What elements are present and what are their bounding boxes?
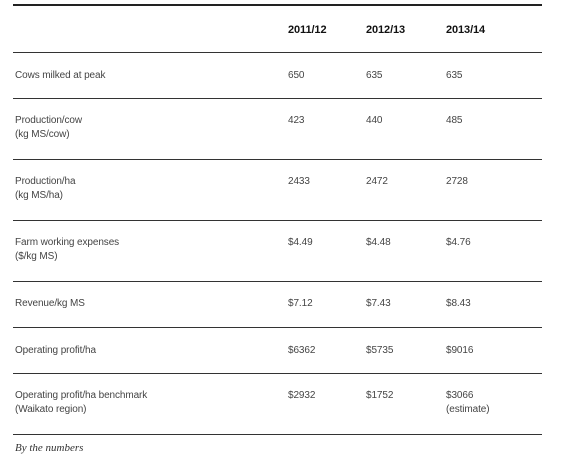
- cell-2011-12: $6362: [288, 345, 316, 356]
- row-label: Operating profit/ha benchmark (Waikato r…: [15, 389, 147, 417]
- cell-2011-12: $2932: [288, 390, 316, 401]
- row-label-line-2: ($/kg MS): [15, 251, 58, 262]
- table-top-rule: [13, 4, 542, 6]
- row-label: Production/cow (kg MS/cow): [15, 114, 82, 142]
- row-label: Revenue/kg MS: [15, 298, 85, 309]
- cell-2012-13: $7.43: [366, 298, 391, 309]
- cell-2013-14: $8.43: [446, 298, 471, 309]
- cell-2013-14: $9016: [446, 345, 474, 356]
- row-label: Cows milked at peak: [15, 70, 106, 81]
- row-label-line-1: Farm working expenses: [15, 237, 120, 248]
- cell-value: $3066: [446, 390, 474, 401]
- cell-2013-14: 635: [446, 70, 463, 81]
- row-label-line-1: Operating profit/ha benchmark: [15, 390, 148, 401]
- cell-2013-14: $3066 (estimate): [446, 389, 490, 417]
- table-row: Cows milked at peak 650 635 635: [13, 53, 542, 99]
- row-label-line-1: Production/ha: [15, 176, 76, 187]
- header-2011-12: 2011/12: [288, 24, 327, 36]
- cell-note: (estimate): [446, 404, 490, 415]
- row-label-line-1: Production/cow: [15, 115, 82, 126]
- cell-2012-13: 635: [366, 70, 383, 81]
- cell-2013-14: 2728: [446, 176, 468, 187]
- cell-2011-12: 2433: [288, 176, 310, 187]
- table-caption: By the numbers: [15, 442, 84, 454]
- cell-2011-12: $4.49: [288, 237, 313, 248]
- header-2012-13: 2012/13: [366, 24, 406, 36]
- cell-2012-13: $1752: [366, 390, 394, 401]
- table-row: Revenue/kg MS $7.12 $7.43 $8.43: [13, 282, 542, 328]
- row-label-line-2: (kg MS/ha): [15, 190, 63, 201]
- table-row: Farm working expenses ($/kg MS) $4.49 $4…: [13, 221, 542, 282]
- table-row: Production/ha (kg MS/ha) 2433 2472 2728: [13, 160, 542, 221]
- cell-2012-13: 2472: [366, 176, 388, 187]
- row-label: Production/ha (kg MS/ha): [15, 175, 76, 203]
- table-row: Production/cow (kg MS/cow) 423 440 485: [13, 99, 542, 160]
- cell-2012-13: $4.48: [366, 237, 391, 248]
- row-label-line-2: (Waikato region): [15, 404, 87, 415]
- cell-2013-14: $4.76: [446, 237, 471, 248]
- cell-2011-12: 650: [288, 70, 305, 81]
- cell-2012-13: 440: [366, 115, 383, 126]
- table-header-row: 2011/12 2012/13 2013/14: [13, 6, 542, 53]
- row-label: Farm working expenses ($/kg MS): [15, 236, 119, 264]
- cell-2012-13: $5735: [366, 345, 394, 356]
- header-2013-14: 2013/14: [446, 24, 486, 36]
- table-row: Operating profit/ha benchmark (Waikato r…: [13, 374, 542, 435]
- cell-2011-12: $7.12: [288, 298, 313, 309]
- row-label-line-2: (kg MS/cow): [15, 129, 70, 140]
- table-row: Operating profit/ha $6362 $5735 $9016: [13, 328, 542, 374]
- cell-2013-14: 485: [446, 115, 463, 126]
- row-label: Operating profit/ha: [15, 345, 96, 356]
- cell-2011-12: 423: [288, 115, 305, 126]
